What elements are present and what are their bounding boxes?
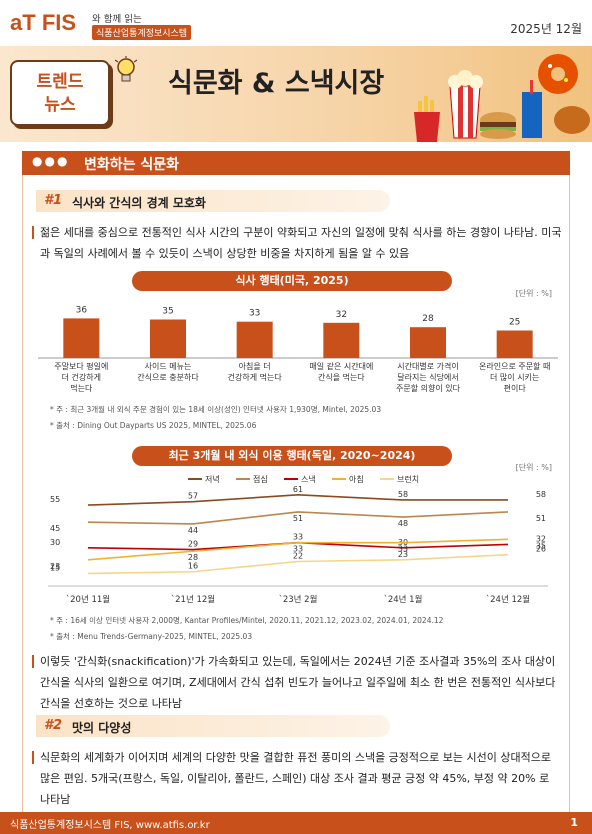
point-value-label: 26: [536, 545, 546, 554]
section-header: ●●● 변화하는 식문화: [22, 151, 570, 175]
bar-category-label: 먹는다: [70, 383, 93, 393]
chart2-source: * 출처 : Menu Trends-Germany-2025, MINTEL,…: [50, 632, 253, 641]
point-value-label: 23: [398, 550, 408, 559]
bar-category-label: 간식을 먹는다: [318, 372, 365, 382]
trend-news-badge: 트렌드 뉴스: [10, 60, 110, 126]
bar-category-label: 온라인으로 주문할 때: [479, 361, 550, 371]
point-value-label: 35: [536, 541, 546, 550]
point-value-label: 45: [50, 524, 60, 533]
point-value-label: 33: [293, 533, 303, 542]
point-value-label: 28: [188, 553, 198, 562]
snack-food-illustration: [414, 54, 590, 142]
bar-category-label: 아침을 더: [239, 361, 271, 371]
subheading-1: #1 식사와 간식의 경계 모호화: [36, 190, 390, 212]
point-value-label: 57: [188, 492, 198, 501]
atfis-logo: aT FIS: [10, 10, 77, 35]
page-number: 1: [570, 816, 578, 829]
legend-label: 스낵: [301, 474, 316, 484]
chart1-source: * 출처 : Dining Out Dayparts US 2025, MINT…: [50, 421, 257, 430]
series-line: [87, 494, 508, 506]
point-value-label: 23: [50, 562, 60, 571]
lightbulb-icon: [115, 56, 137, 82]
series-line: [87, 553, 509, 575]
point-value-label: 58: [398, 490, 408, 499]
chart1-title: 식사 행태(미국, 2025): [132, 271, 452, 291]
point-value-label: 48: [398, 519, 408, 528]
bar: [323, 322, 360, 358]
page-footer: 식품산업통계정보시스템 FIS, www.atfis.or.kr 1: [0, 812, 592, 834]
paragraph-1: 젊은 세대를 중심으로 전통적인 식사 시간의 구분이 약화되고 자신의 일정에…: [32, 222, 562, 264]
bar-category-label: 건강하게 먹는다: [228, 372, 283, 382]
logo-tagline: 와 함께 읽는: [92, 14, 142, 25]
chart2-note: * 주 : 16세 이상 인터넷 사용자 2,000명, Kantar Prof…: [50, 616, 444, 625]
bar-value-label: 25: [509, 318, 520, 328]
point-value-label: 30: [50, 538, 60, 547]
logo-system-name: 식품산업통계정보시스템: [92, 25, 192, 40]
bar-category-label: 매일 같은 시간대에: [309, 361, 373, 371]
bar-category-label: 더 많이 시키는: [490, 372, 539, 382]
legend-label: 브런치: [397, 474, 419, 484]
point-value-label: 51: [293, 514, 303, 523]
page-title: 식문화 & 스낵시장: [168, 68, 385, 99]
x-tick-label: `21년 12월: [171, 594, 215, 605]
bar: [236, 321, 273, 358]
bar-category-label: 시간대별로 가격이: [397, 361, 458, 371]
point-value-label: 32: [536, 534, 546, 543]
bar-value-label: 32: [336, 310, 347, 320]
legend-label: 저녁: [205, 475, 220, 484]
paragraph-3: 식문화의 세계화가 이어지며 세계의 다양한 맛을 결합한 퓨전 풍미의 스낵을…: [32, 747, 562, 810]
x-tick-label: `23년 2월: [279, 594, 318, 605]
point-value-label: 16: [188, 562, 198, 571]
bar: [496, 330, 533, 358]
series-line: [87, 538, 509, 561]
chart2-unit: [단위 : %]: [515, 463, 552, 472]
bar-category-label: 편이다: [504, 383, 527, 393]
legend-label: 아침: [349, 474, 364, 484]
subheading-2: #2 맛의 다양성: [36, 715, 390, 737]
point-value-label: 22: [293, 551, 303, 560]
paragraph-2: 이렇듯 '간식화(snackification)'가 가속화되고 있는데, 독일…: [32, 651, 562, 714]
chart2-title: 최근 3개월 내 외식 이용 행태(독일, 2020~2024): [132, 446, 452, 466]
x-tick-label: `24년 12월: [486, 594, 530, 605]
point-value-label: 29: [188, 540, 198, 549]
bar-value-label: 33: [249, 309, 260, 319]
title-banner: 트렌드 뉴스 식문화 & 스낵시장: [0, 46, 592, 142]
point-value-label: 15: [50, 563, 60, 572]
bar: [150, 319, 186, 358]
section-frame: [22, 175, 570, 815]
bar-value-label: 35: [162, 307, 173, 317]
issue-date: 2025년 12월: [510, 22, 582, 36]
x-tick-label: `20년 11월: [66, 594, 110, 605]
bar-category-label: 더 건강하게: [62, 372, 101, 382]
chart1-note: * 주 : 최근 3개월 내 외식 주문 경험이 있는 18세 이상(성인) 인…: [50, 405, 382, 414]
bar-category-label: 주말보다 평일에: [54, 361, 108, 371]
bar-value-label: 28: [422, 314, 434, 324]
x-tick-label: `24년 1월: [384, 594, 423, 605]
bar: [410, 327, 446, 358]
chart1-unit: [단위 : %]: [515, 289, 552, 298]
footer-site: 식품산업통계정보시스템 FIS, www.atfis.or.kr: [10, 820, 210, 831]
point-value-label: 33: [293, 545, 303, 554]
point-value-label: 44: [188, 526, 198, 535]
point-value-label: 51: [536, 514, 546, 523]
point-value-label: 55: [50, 495, 60, 504]
point-value-label: 61: [293, 485, 303, 494]
section-title: 변화하는 식문화: [84, 157, 180, 173]
series-line: [87, 511, 509, 525]
legend-label: 점심: [253, 474, 268, 484]
page-header: aT FIS 와 함께 읽는 식품산업통계정보시스템 2025년 12월: [0, 0, 592, 46]
section-dots: ●●●: [32, 154, 70, 168]
point-value-label: 58: [536, 490, 546, 499]
bar-category-label: 간식으로 충분하다: [137, 372, 199, 382]
point-value-label: 33: [398, 545, 408, 554]
bar-category-label: 사이드 메뉴는: [145, 361, 192, 371]
bar-value-label: 36: [76, 305, 88, 315]
bar-category-label: 달라지는 식당에서: [397, 372, 458, 382]
bar: [63, 318, 100, 358]
bar-category-label: 주문할 의향이 있다: [396, 383, 461, 393]
